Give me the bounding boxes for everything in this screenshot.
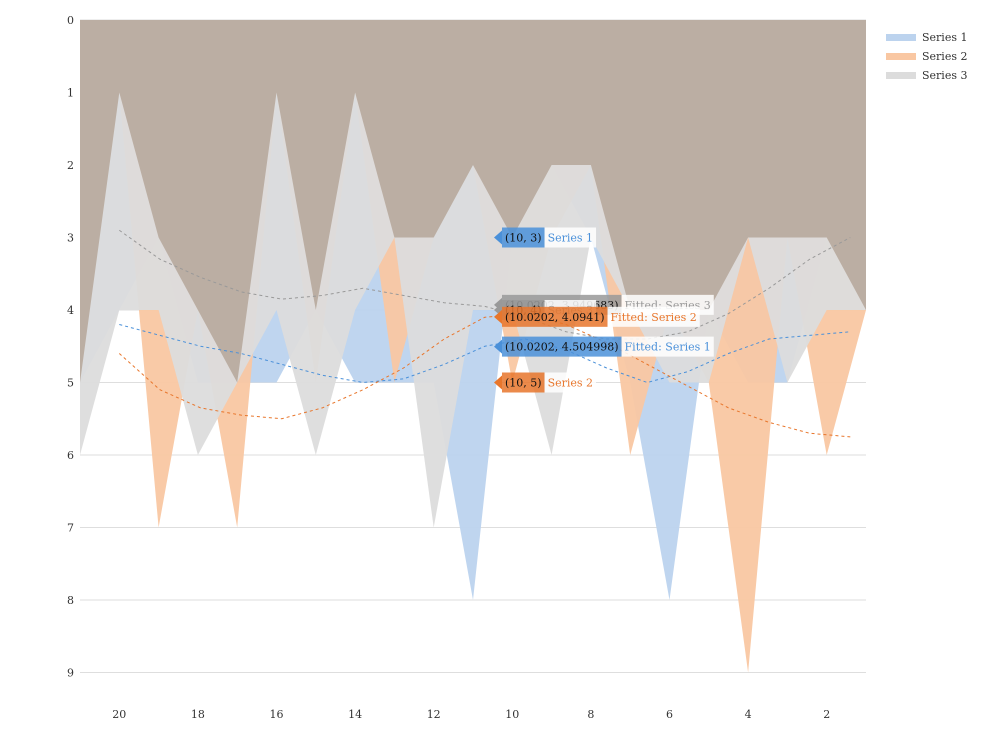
x-tick-label: 20 — [112, 708, 126, 721]
legend-item-series-3[interactable]: Series 3 — [886, 66, 967, 85]
tooltip: (10, 5) Series 2 — [494, 372, 597, 393]
y-tick-label: 9 — [67, 667, 74, 680]
legend-item-series-1[interactable]: Series 1 — [886, 28, 967, 47]
tooltip-label-box — [607, 306, 700, 327]
tooltip-point-box — [502, 227, 545, 248]
tooltip-pointer — [494, 230, 502, 245]
overlay-band — [80, 20, 866, 383]
overlap-area — [80, 20, 866, 383]
y-tick-label: 2 — [67, 159, 74, 172]
tooltip: (10, 3) Series 1 — [494, 227, 597, 248]
tooltip-pointer — [494, 339, 502, 354]
legend-swatch-series-3 — [886, 72, 916, 79]
tooltip-pointer — [494, 375, 502, 390]
trend-line-series-3 — [119, 229, 851, 340]
legend: Series 1 Series 2 Series 3 — [886, 28, 967, 85]
trend-line-series-2 — [118, 313, 851, 438]
tooltip-pointer — [494, 309, 502, 324]
tooltip: (10.0202, 4.0941) Fitted: Series 2 — [494, 306, 700, 327]
tooltip-label-box — [544, 372, 597, 393]
y-tick-label: 5 — [67, 377, 74, 390]
tooltip-point-box — [502, 306, 608, 327]
x-tick-label: 14 — [348, 708, 362, 721]
tooltips: (10, 3)Series 1(10.0202, 3.949683)Fitted… — [494, 227, 714, 393]
tooltip-label-text: Series 2 — [548, 377, 593, 390]
x-tick-label: 8 — [587, 708, 594, 721]
y-tick-label: 0 — [67, 14, 74, 27]
legend-swatch-series-1 — [886, 34, 916, 41]
tooltip-point-text: (10, 5) — [505, 377, 542, 390]
tooltip-point-text: (10.0202, 4.0941) — [505, 311, 605, 324]
y-tick-label: 1 — [67, 87, 74, 100]
legend-item-series-2[interactable]: Series 2 — [886, 47, 967, 66]
y-tick-label: 4 — [67, 304, 74, 317]
y-tick-label: 3 — [67, 232, 74, 245]
y-tick-label: 7 — [67, 522, 74, 535]
tooltip-label-text: Series 1 — [548, 232, 593, 245]
trend-line-series-1 — [119, 324, 851, 384]
y-tick-label: 6 — [67, 449, 74, 462]
tooltip-point-text: (10, 3) — [505, 232, 542, 245]
trend-lines — [118, 229, 851, 438]
x-tick-label: 6 — [666, 708, 673, 721]
x-tick-label: 18 — [191, 708, 205, 721]
tooltip-point-box — [502, 336, 622, 357]
x-tick-label: 10 — [505, 708, 519, 721]
tooltip-label-box — [544, 227, 597, 248]
tooltip-label-text: Fitted: Series 1 — [625, 341, 711, 354]
x-tick-label: 2 — [823, 708, 830, 721]
legend-label: Series 3 — [922, 69, 968, 82]
tooltip-point-text: (10.0202, 4.504998) — [505, 341, 619, 354]
tooltip-label-box — [621, 336, 714, 357]
tooltip-label-text: Fitted: Series 2 — [611, 311, 697, 324]
tooltip: (10.0202, 4.504998) Fitted: Series 1 — [494, 336, 714, 357]
y-tick-label: 8 — [67, 594, 74, 607]
x-tick-label: 12 — [427, 708, 441, 721]
tooltip-point-box — [502, 372, 545, 393]
legend-label: Series 1 — [922, 31, 968, 44]
x-tick-label: 4 — [745, 708, 752, 721]
legend-swatch-series-2 — [886, 53, 916, 60]
legend-label: Series 2 — [922, 50, 968, 63]
x-tick-label: 16 — [270, 708, 284, 721]
